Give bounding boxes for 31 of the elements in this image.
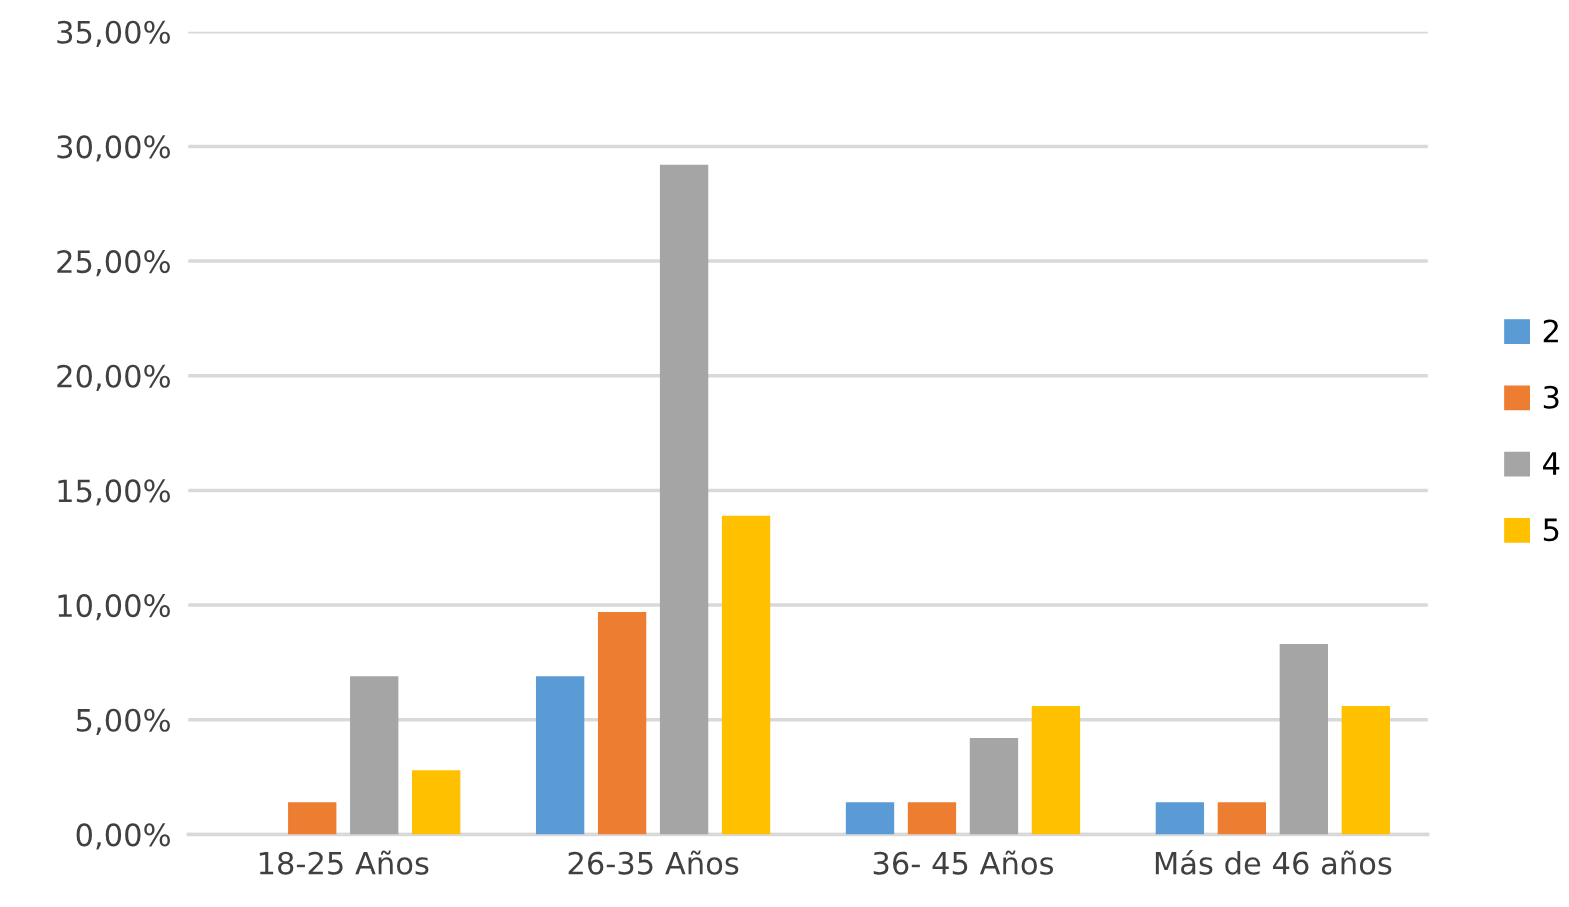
bar — [1279, 644, 1329, 835]
y-tick-label: 35,00% — [57, 20, 170, 47]
bar — [1341, 706, 1390, 835]
bar — [721, 515, 771, 835]
x-tick-label: Más de 46 años — [1155, 849, 1392, 875]
y-tick-label: 10,00% — [58, 594, 170, 621]
y-tick-label: 5,00% — [76, 708, 170, 735]
bar — [1155, 802, 1205, 835]
legend-label: 5 — [1543, 518, 1559, 542]
bar — [659, 164, 709, 835]
x-tick-label: 18-25 Años — [259, 850, 429, 875]
bar — [1217, 802, 1267, 835]
bar — [907, 802, 957, 835]
bar — [845, 802, 895, 835]
bar — [1031, 706, 1081, 835]
bar — [412, 770, 461, 835]
legend-label: 3 — [1543, 385, 1559, 409]
y-tick-label: 25,00% — [57, 250, 170, 277]
x-tick-label: 36- 45 Años — [873, 850, 1054, 875]
bar — [969, 738, 1019, 835]
x-tick-label: 26-35 Años — [568, 850, 739, 875]
legend-label: 4 — [1543, 452, 1560, 475]
bar — [535, 676, 585, 835]
y-tick-label: 15,00% — [58, 479, 170, 506]
y-tick-label: 0,00% — [76, 823, 170, 850]
bar — [597, 611, 647, 835]
y-tick-label: 20,00% — [57, 364, 170, 391]
legend-label: 2 — [1543, 319, 1558, 343]
bar — [288, 802, 337, 835]
bar — [350, 676, 399, 835]
y-tick-label: 30,00% — [57, 135, 170, 162]
